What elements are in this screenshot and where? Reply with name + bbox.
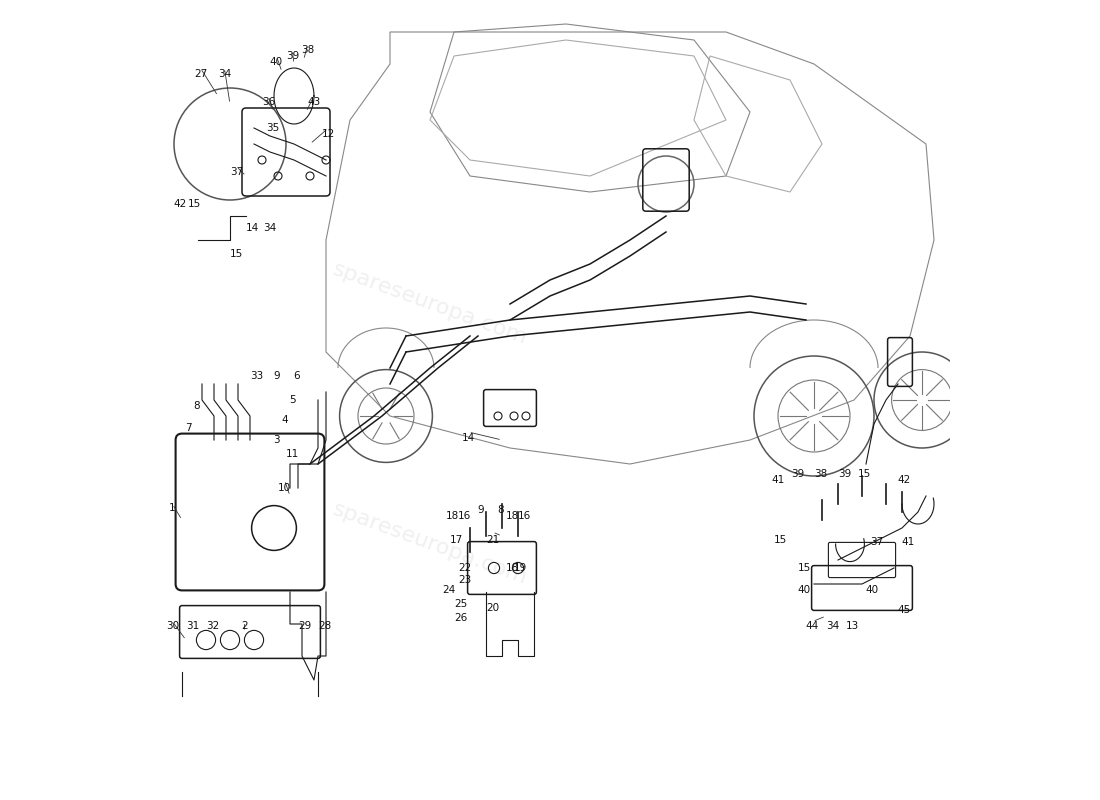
Text: 36: 36 xyxy=(262,98,275,107)
Text: 40: 40 xyxy=(798,586,811,595)
Text: 18: 18 xyxy=(446,511,459,521)
Text: 25: 25 xyxy=(454,599,467,609)
Text: 45: 45 xyxy=(898,606,911,615)
Text: 12: 12 xyxy=(322,130,335,139)
Text: 40: 40 xyxy=(270,57,283,66)
Text: 27: 27 xyxy=(194,69,207,78)
Text: 14: 14 xyxy=(462,434,475,443)
Text: 39: 39 xyxy=(791,470,804,479)
Text: 13: 13 xyxy=(846,622,859,631)
Text: 17: 17 xyxy=(450,535,463,545)
Text: 2: 2 xyxy=(241,622,248,631)
Text: 21: 21 xyxy=(486,535,499,545)
Text: 16: 16 xyxy=(518,511,531,521)
Text: 29: 29 xyxy=(298,622,311,631)
Text: 41: 41 xyxy=(771,475,784,485)
Text: 30: 30 xyxy=(166,622,179,631)
Text: 5: 5 xyxy=(289,395,296,405)
Text: 42: 42 xyxy=(174,199,187,209)
Text: 15: 15 xyxy=(230,250,243,259)
Text: 44: 44 xyxy=(806,622,820,631)
Text: 26: 26 xyxy=(454,613,467,622)
Text: spareseuropa.com: spareseuropa.com xyxy=(330,499,530,589)
Text: 15: 15 xyxy=(858,470,871,479)
Text: 41: 41 xyxy=(902,538,915,547)
Text: 16: 16 xyxy=(458,511,471,521)
Text: 19: 19 xyxy=(514,563,527,573)
Text: 14: 14 xyxy=(245,223,258,233)
Text: 22: 22 xyxy=(458,563,471,573)
Text: 10: 10 xyxy=(278,483,292,493)
Text: 38: 38 xyxy=(814,470,827,479)
Text: 15: 15 xyxy=(773,535,786,545)
Text: 15: 15 xyxy=(187,199,200,209)
Text: 6: 6 xyxy=(293,371,299,381)
Text: 23: 23 xyxy=(458,575,471,585)
Text: 7: 7 xyxy=(185,423,191,433)
Text: 37: 37 xyxy=(230,167,243,177)
Text: 18: 18 xyxy=(506,563,519,573)
Text: 4: 4 xyxy=(282,415,288,425)
Text: 18: 18 xyxy=(506,511,519,521)
Text: 37: 37 xyxy=(870,538,883,547)
Text: 24: 24 xyxy=(442,586,455,595)
Text: 28: 28 xyxy=(318,622,331,631)
Text: 39: 39 xyxy=(838,470,851,479)
Text: 40: 40 xyxy=(866,586,879,595)
Text: 9: 9 xyxy=(477,506,484,515)
Text: 1: 1 xyxy=(169,503,176,513)
Text: 34: 34 xyxy=(263,223,276,233)
Text: 11: 11 xyxy=(286,450,299,459)
Text: 8: 8 xyxy=(497,506,504,515)
Text: 42: 42 xyxy=(898,475,911,485)
Text: 15: 15 xyxy=(798,563,811,573)
Text: 34: 34 xyxy=(826,622,839,631)
Text: 39: 39 xyxy=(286,51,299,61)
Text: 9: 9 xyxy=(273,371,279,381)
Text: 8: 8 xyxy=(194,402,200,411)
Text: 38: 38 xyxy=(301,46,315,55)
Text: 35: 35 xyxy=(266,123,279,133)
Text: 33: 33 xyxy=(250,371,263,381)
Text: 3: 3 xyxy=(273,435,279,445)
Text: 31: 31 xyxy=(186,622,199,631)
Text: 43: 43 xyxy=(307,98,320,107)
Text: 34: 34 xyxy=(218,69,231,78)
Text: 20: 20 xyxy=(486,603,499,613)
Text: 32: 32 xyxy=(206,622,219,631)
Text: spareseuropa.com: spareseuropa.com xyxy=(330,259,530,349)
